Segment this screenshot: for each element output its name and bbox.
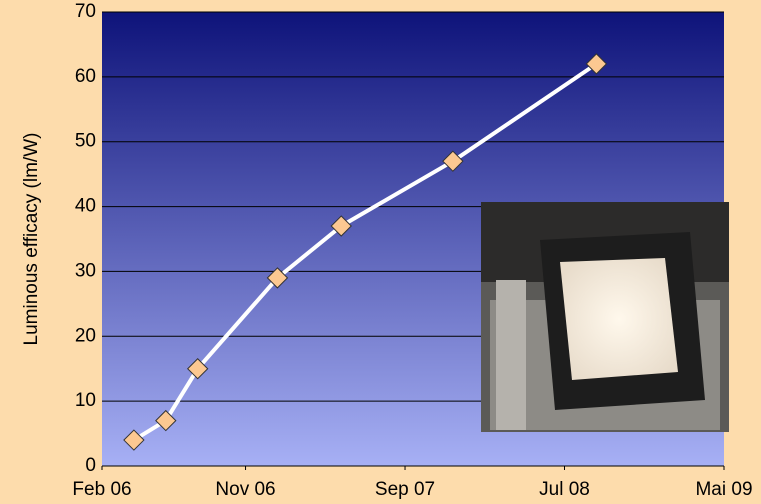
marker [442, 150, 464, 172]
marker [585, 53, 608, 75]
y-tick-label: 50 [75, 131, 96, 152]
y-tick-label: 20 [75, 325, 96, 346]
marker [155, 409, 177, 432]
inset-photo [481, 202, 729, 432]
marker [186, 358, 209, 380]
marker [123, 429, 145, 451]
y-tick-label: 60 [75, 66, 96, 87]
y-tick-label: 70 [75, 1, 96, 22]
x-tick-label: Mai 09 [695, 479, 752, 500]
marker [266, 267, 289, 289]
y-tick-label: 10 [75, 390, 96, 411]
x-tick-label: Feb 06 [72, 479, 131, 500]
y-tick-label: 30 [75, 260, 96, 281]
y-tick-label: 40 [75, 196, 96, 217]
y-tick-label: 0 [85, 455, 96, 476]
x-tick-label: Nov 06 [215, 479, 275, 500]
x-tick-label: Jul 08 [539, 479, 590, 500]
y-axis-label: Luminous efficacy (lm/W) [21, 133, 42, 346]
marker [330, 215, 352, 237]
x-tick-label: Sep 07 [375, 479, 435, 500]
